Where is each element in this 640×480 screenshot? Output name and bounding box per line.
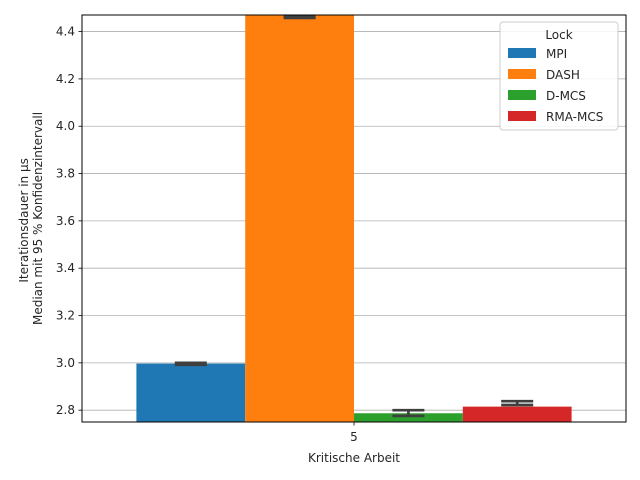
- legend-swatch-rma-mcs: [508, 111, 536, 121]
- y-tick-label: 4.4: [56, 25, 75, 39]
- legend-swatch-dash: [508, 69, 536, 79]
- y-axis-label-line-1: Iterationsdauer in µs: [17, 158, 31, 283]
- legend-label-rma-mcs: RMA-MCS: [546, 110, 603, 124]
- legend-label-dash: DASH: [546, 68, 580, 82]
- y-axis-label-line-2: Median mit 95 % Konfidenzintervall: [31, 112, 45, 325]
- confidence-intervals: [174, 14, 534, 418]
- y-tick-label: 3.0: [56, 356, 75, 370]
- legend: Lock MPI DASH D-MCS RMA-MCS: [499, 21, 619, 131]
- y-tick-label: 3.6: [56, 214, 75, 228]
- bar-dash: [245, 15, 354, 422]
- x-axis-ticks: 5: [350, 422, 358, 444]
- y-tick-label: 4.2: [56, 72, 75, 86]
- y-tick-label: 4.0: [56, 119, 75, 133]
- legend-label-d-mcs: D-MCS: [546, 89, 586, 103]
- bar-d-mcs: [354, 413, 463, 422]
- legend-swatch-d-mcs: [508, 90, 536, 100]
- x-axis-label: Kritische Arbeit: [308, 451, 400, 465]
- y-tick-label: 3.8: [56, 167, 75, 181]
- y-tick-label: 3.4: [56, 261, 75, 275]
- legend-title: Lock: [545, 28, 572, 42]
- y-tick-label: 2.8: [56, 403, 75, 417]
- y-axis-ticks: 2.8 3.0 3.2 3.4 3.6 3.8 4.0 4.2 4.4: [56, 25, 82, 417]
- y-axis-label: Iterationsdauer in µs Median mit 95 % Ko…: [17, 112, 45, 325]
- legend-swatch-mpi: [508, 48, 536, 58]
- y-tick-label: 3.2: [56, 309, 75, 323]
- bar-rma-mcs: [462, 406, 572, 422]
- x-tick-label: 5: [350, 430, 358, 444]
- bar-mpi: [136, 363, 246, 422]
- bars: [136, 15, 572, 422]
- legend-label-mpi: MPI: [546, 47, 567, 61]
